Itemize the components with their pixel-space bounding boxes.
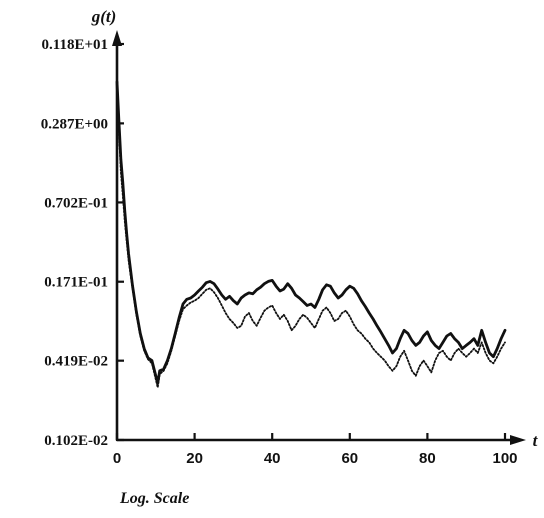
- y-tick-label: 0.118E+01: [42, 37, 108, 53]
- x-tick-label: 0: [113, 450, 121, 467]
- y-tick-label: 0.171E-01: [44, 275, 108, 291]
- y-axis-title: g(t): [91, 7, 117, 26]
- y-tick-label: 0.702E-01: [44, 195, 108, 211]
- x-tick-label: 100: [492, 450, 517, 467]
- y-tick-label: 0.287E+00: [41, 116, 108, 132]
- x-tick-label: 60: [341, 450, 358, 467]
- scale-note: Log. Scale: [119, 490, 189, 507]
- y-tick-label: 0.102E-02: [44, 433, 108, 449]
- ticks-layer: 0.118E+01 0.287E+00 0.702E-01 0.171E-01 0.41…: [41, 37, 518, 467]
- x-tick-label: 20: [186, 450, 203, 467]
- axes: [112, 30, 526, 445]
- x-axis-title: t: [533, 431, 539, 450]
- x-tick-label: 40: [264, 450, 281, 467]
- x-tick-label: 80: [419, 450, 436, 467]
- series-layer: [115, 80, 507, 389]
- y-tick-label: 0.419E-02: [44, 354, 108, 370]
- y-axis-arrow: [112, 30, 122, 46]
- series-line-2-dotted: [116, 91, 506, 389]
- x-axis-arrow: [510, 435, 526, 445]
